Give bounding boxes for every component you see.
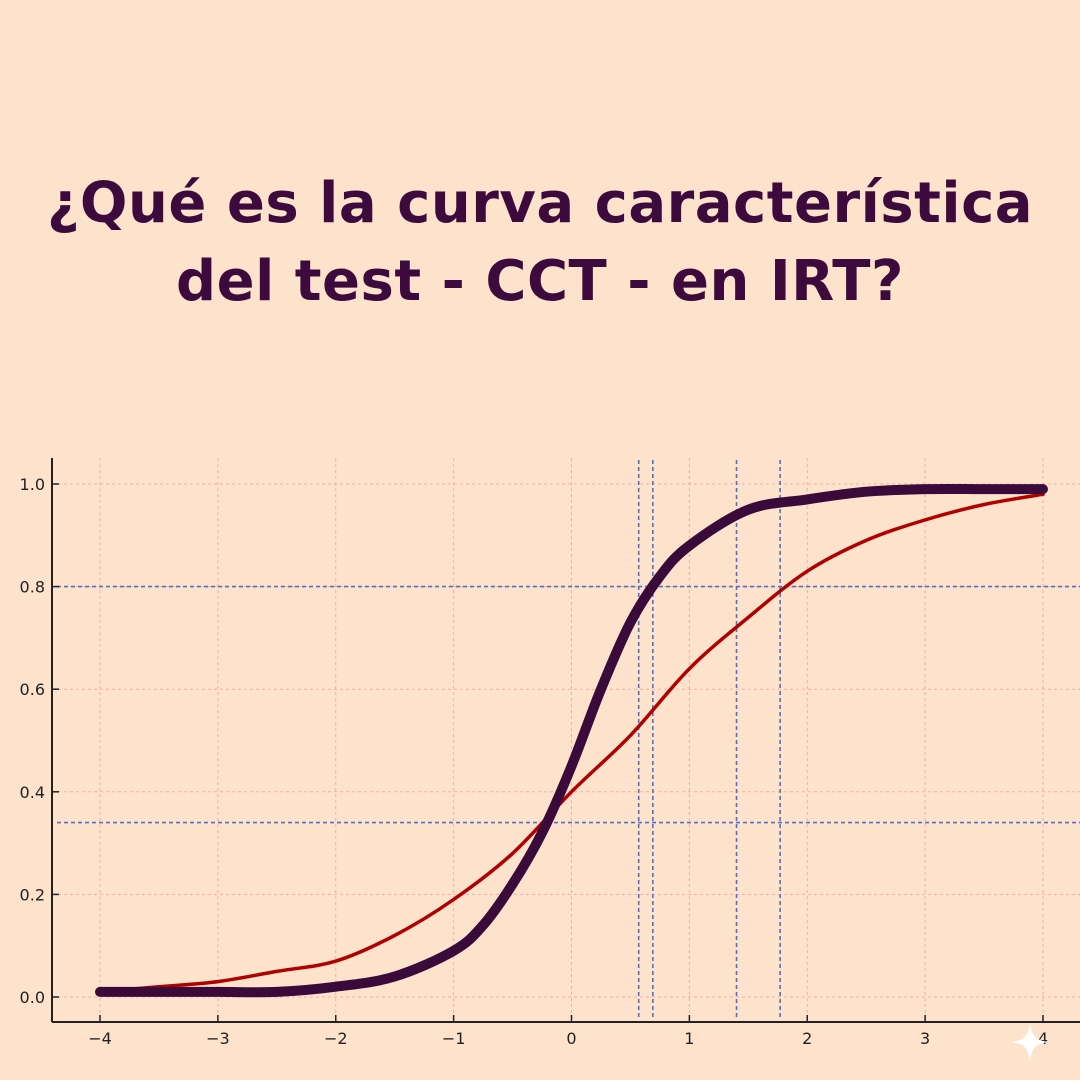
x-tick-label: −3 [206, 1029, 230, 1048]
title-line-1: ¿Qué es la curva característica [46, 171, 1034, 236]
series-line-thick [95, 483, 1048, 998]
page-title: ¿Qué es la curva característica del test… [0, 165, 1080, 321]
x-tick-label: −1 [442, 1029, 466, 1048]
y-tick-label: 0.6 [20, 680, 45, 699]
grid-lines [52, 458, 1080, 1022]
x-tick-label: 1 [684, 1029, 694, 1048]
x-tick-label: −2 [324, 1029, 348, 1048]
y-tick-label: 0.8 [20, 578, 45, 597]
y-tick-label: 0.0 [20, 988, 45, 1007]
y-tick-label: 0.2 [20, 885, 45, 904]
series-line-thin [98, 492, 1045, 994]
reference-lines [57, 460, 1080, 1020]
sparkle-icon [1012, 1024, 1048, 1060]
x-tick-label: 3 [920, 1029, 930, 1048]
y-tick-label: 0.4 [20, 783, 45, 802]
x-tick-label: 0 [566, 1029, 576, 1048]
tick-marks-and-labels: −4 −3 −2 −1 0 1 2 3 4 0.0 0.2 0.4 0.6 0.8 1.0 [20, 475, 1049, 1048]
title-line-2: del test - CCT - en IRT? [176, 249, 904, 314]
x-tick-label: 2 [802, 1029, 812, 1048]
curves [95, 483, 1048, 998]
x-tick-label: −4 [88, 1029, 112, 1048]
y-tick-label: 1.0 [20, 475, 45, 494]
axes [51, 458, 1080, 1023]
x-tick-label: 4 [1038, 1029, 1048, 1048]
